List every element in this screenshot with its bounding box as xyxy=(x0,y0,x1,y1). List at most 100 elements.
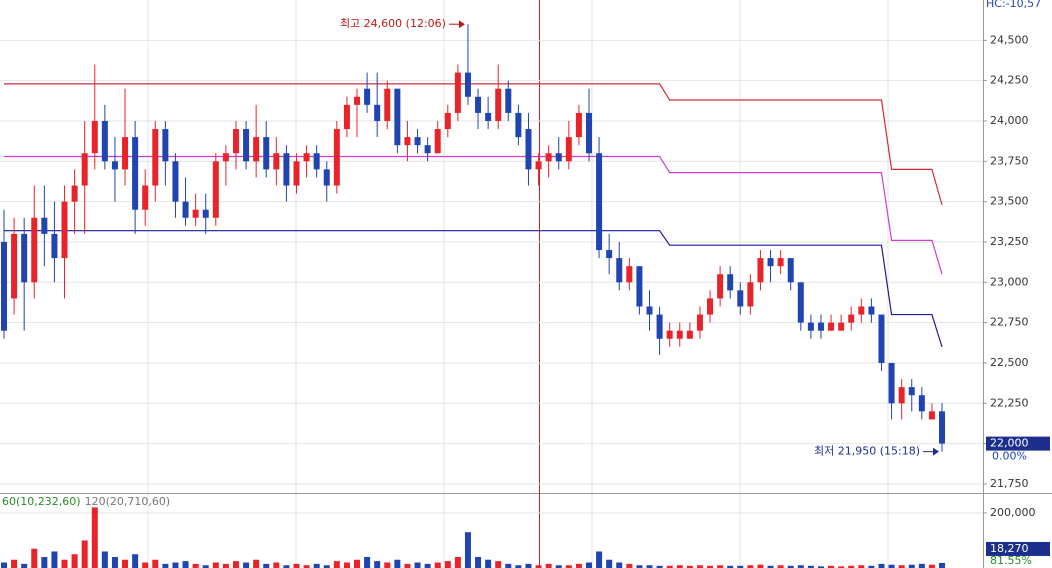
candle-body xyxy=(454,72,461,113)
candle-body xyxy=(414,137,421,146)
candle-body xyxy=(807,322,814,331)
candle-body xyxy=(747,282,754,307)
volume-bar xyxy=(828,565,835,568)
volume-bar xyxy=(232,561,239,568)
candle-body xyxy=(515,112,522,138)
candle-body xyxy=(565,137,572,162)
y-tick-label: 21,750 xyxy=(990,477,1029,490)
candle-body xyxy=(646,306,653,315)
candle-body xyxy=(142,185,149,210)
volume-value-box xyxy=(986,541,1050,556)
candle-body xyxy=(686,330,693,339)
candle-body xyxy=(505,88,512,113)
candle-body xyxy=(707,298,714,315)
y-tick-label: 22,000 xyxy=(990,437,1029,450)
change-label: 0.00% xyxy=(992,450,1027,463)
candle-body xyxy=(394,88,401,146)
volume-bar xyxy=(172,562,179,568)
candle-body xyxy=(838,322,845,331)
candle-body xyxy=(787,258,794,283)
low-annotation: 최저 21,950 (15:18) xyxy=(814,445,920,458)
y-tick-label: 22,750 xyxy=(990,316,1029,329)
candle-body xyxy=(222,153,229,162)
y-tick-label: 22,250 xyxy=(990,396,1029,409)
candle-body xyxy=(888,362,895,404)
volume-bar xyxy=(313,563,320,568)
candle-body xyxy=(313,153,320,170)
candle-body xyxy=(21,233,28,283)
last-price-box xyxy=(986,436,1050,451)
candle-body xyxy=(696,314,703,331)
candle-body xyxy=(303,153,310,162)
volume-bar xyxy=(565,565,572,568)
volume-bar xyxy=(303,565,310,568)
volume-bar xyxy=(384,562,391,568)
candle-body xyxy=(41,217,48,234)
volume-bar xyxy=(737,565,744,568)
volume-bar xyxy=(636,565,643,568)
volume-bar xyxy=(495,561,502,568)
volume-bar xyxy=(817,566,824,568)
volume-bar xyxy=(555,565,562,568)
volume-bar xyxy=(21,563,28,568)
volume-bar xyxy=(71,554,78,568)
volume-bar xyxy=(454,556,461,568)
candle-body xyxy=(283,153,290,186)
volume-bar xyxy=(394,559,401,568)
volume-ratio-label: 81.55% xyxy=(990,554,1032,567)
y-tick-label: 24,250 xyxy=(990,74,1029,87)
volume-bar xyxy=(535,565,542,568)
volume-bar xyxy=(606,559,613,568)
y-tick-label: 24,000 xyxy=(990,114,1029,127)
candle-body xyxy=(535,161,542,170)
candle-body xyxy=(172,161,179,202)
volume-bar xyxy=(545,563,552,568)
volume-bar xyxy=(202,565,209,568)
candle-body xyxy=(293,161,300,186)
volume-bar xyxy=(767,565,774,568)
candle-body xyxy=(616,258,623,283)
volume-bar xyxy=(939,562,945,568)
candle-body xyxy=(928,411,935,420)
candle-body xyxy=(727,274,734,291)
volume-bar xyxy=(525,563,532,568)
annotation-arrowhead xyxy=(458,20,465,29)
candle-body xyxy=(626,266,633,283)
volume-bar xyxy=(898,565,905,568)
y-tick-label: 23,000 xyxy=(990,275,1029,288)
volume-bar xyxy=(505,563,512,568)
candle-body xyxy=(162,129,169,162)
level-line xyxy=(4,230,943,347)
volume-bar xyxy=(273,562,280,568)
volume-bar xyxy=(132,554,139,568)
candle-body xyxy=(122,137,129,170)
candle-body xyxy=(575,112,582,138)
volume-bar xyxy=(787,565,794,568)
y-tick-label: 24,500 xyxy=(990,33,1029,46)
volume-bar xyxy=(31,548,38,568)
volume-bar xyxy=(626,563,633,568)
candle-body xyxy=(71,185,78,202)
candle-body xyxy=(737,290,744,307)
candle-body xyxy=(91,120,98,154)
y-tick-label: 23,250 xyxy=(990,235,1029,248)
candle-body xyxy=(111,161,118,170)
candle-body xyxy=(475,96,482,113)
volume-bar xyxy=(838,566,845,568)
candle-body xyxy=(243,129,250,162)
volume-bar xyxy=(747,565,754,568)
volume-bar xyxy=(717,565,724,568)
candle-body xyxy=(101,120,108,162)
volume-bar xyxy=(475,556,482,568)
volume-bar xyxy=(142,562,149,568)
volume-bar xyxy=(575,563,582,568)
candle-body xyxy=(81,153,88,186)
volume-bar xyxy=(868,565,875,568)
candle-body xyxy=(495,88,502,121)
volume-bar xyxy=(323,565,330,568)
volume-bar xyxy=(283,565,290,568)
volume-bar xyxy=(797,565,804,568)
volume-bar xyxy=(374,561,381,568)
volume-bar xyxy=(61,559,68,568)
volume-bar xyxy=(666,565,673,568)
